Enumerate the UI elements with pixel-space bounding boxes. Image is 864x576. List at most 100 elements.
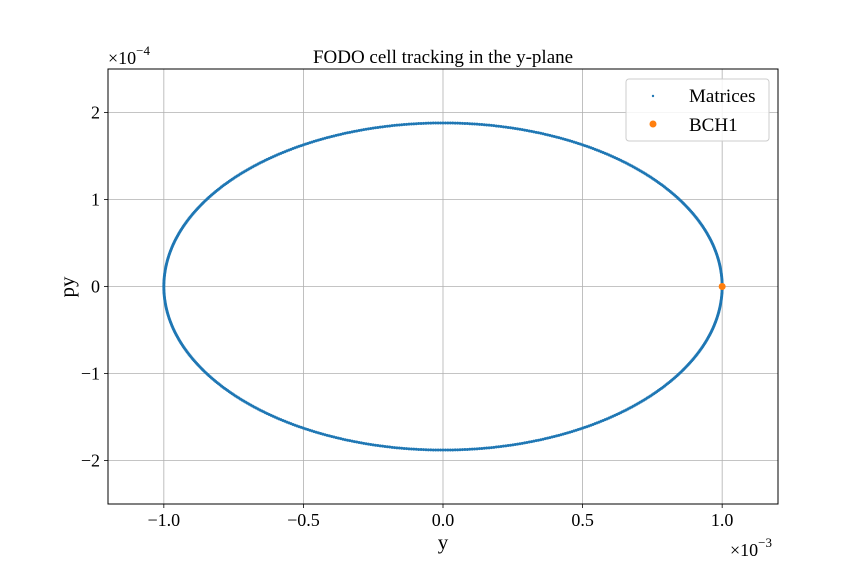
data-point-matrices [463,448,467,452]
data-point-matrices [434,448,438,452]
chart-title: FODO cell tracking in the y-plane [313,47,573,68]
data-point-matrices [532,439,536,443]
data-point-matrices [530,440,534,444]
data-point-matrices [359,128,363,132]
data-point-matrices [543,437,547,441]
data-point-matrices [497,124,501,128]
data-point-matrices [487,123,491,127]
data-point-matrices [516,127,520,131]
data-point-matrices [485,446,489,450]
data-point-matrices [348,130,352,134]
data-point-matrices [458,448,462,452]
data-point-matrices [543,132,547,136]
data-point-matrices [393,446,397,450]
y-tick-label: 0 [91,277,100,297]
data-point-matrices [460,121,464,125]
data-point-matrices [541,437,545,441]
data-point-matrices [527,129,531,133]
data-point-matrices [530,129,534,133]
data-point-matrices [513,442,517,446]
data-point-matrices [357,440,361,444]
legend-box [625,78,770,142]
data-point-matrices [348,439,352,443]
data-point-matrices [352,440,356,444]
data-point-matrices [422,448,426,452]
data-point-matrices [431,448,435,452]
data-point-matrices [355,440,359,444]
data-point-matrices [343,131,347,135]
data-point-matrices [532,130,536,134]
data-point-matrices [516,442,520,446]
data-point-matrices [405,447,409,451]
y-tick-label: −2 [81,451,100,471]
data-point-matrices [357,129,361,133]
data-point-matrices [509,126,513,130]
data-point-matrices [412,122,416,126]
data-point-matrices [436,448,440,452]
x-axis-label: y [438,530,449,554]
data-point-matrices [482,446,486,450]
y-tick-label: −1 [81,364,100,384]
data-point-matrices [548,133,552,137]
data-point-matrices [390,445,394,449]
y-tick-label: 1 [91,190,100,210]
data-point-matrices [485,123,489,127]
data-point-matrices [501,125,505,129]
data-point-matrices [343,438,347,442]
data-point-matrices [381,125,385,129]
data-point-matrices [439,121,443,125]
legend-marker-bch1 [649,120,657,128]
data-point-matrices [504,125,508,129]
data-point-matrices [424,121,428,125]
data-point-matrices [453,121,457,125]
series-matrices [162,121,724,452]
data-point-matrices [511,126,515,130]
legend-label-matrices: Matrices [689,86,755,107]
data-point-matrices [434,121,438,125]
data-point-matrices [362,128,366,132]
data-point-matrices [383,125,387,129]
data-point-matrices [463,121,467,125]
data-point-matrices [468,447,472,451]
data-point-matrices [350,130,354,134]
data-point-matrices [456,448,460,452]
data-point-matrices [520,128,524,132]
data-point-matrices [470,447,474,451]
data-point-matrices [400,123,404,127]
data-point-matrices [441,448,445,452]
data-point-matrices [520,441,524,445]
data-point-matrices [407,447,411,451]
legend-marker-matrices [651,94,655,98]
data-point-matrices [409,447,413,451]
data-point-matrices [332,435,336,439]
data-point-matrices [501,444,505,448]
x-offset-text: ×10−3 [730,535,772,560]
data-point-matrices [534,439,538,443]
data-point-matrices [383,444,387,448]
data-point-matrices [499,125,503,129]
data-point-matrices [371,443,375,447]
data-point-matrices [448,448,452,452]
data-point-matrices [480,123,484,127]
data-point-matrices [364,442,368,446]
x-tick-label: 1.0 [711,510,734,530]
data-point-matrices [369,127,373,131]
data-point-matrices [419,448,423,452]
data-point-matrices [443,121,447,125]
data-point-matrices [431,121,435,125]
data-point-matrices [480,446,484,450]
data-point-matrices [366,442,370,446]
data-point-matrices [548,436,552,440]
data-point-matrices [453,448,457,452]
data-point-matrices [364,127,368,131]
data-point-matrices [395,123,399,127]
data-point-matrices [369,442,373,446]
data-point-matrices [443,448,447,452]
data-point-matrices [536,131,540,135]
data-point-matrices [492,445,496,449]
data-point-matrices [376,125,380,129]
data-point-matrices [441,121,445,125]
data-point-matrices [334,436,338,440]
data-point-matrices [355,129,359,133]
x-tick-label: −0.5 [287,510,320,530]
